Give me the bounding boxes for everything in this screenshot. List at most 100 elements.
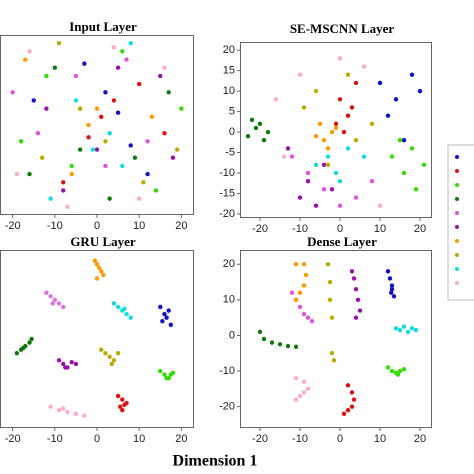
- point: [61, 188, 66, 193]
- x-tick-label: -20: [5, 433, 21, 445]
- point: [293, 262, 299, 267]
- point: [325, 146, 331, 151]
- x-tick-label: 20: [414, 223, 426, 235]
- point: [377, 80, 383, 86]
- point: [52, 297, 58, 303]
- point: [158, 304, 163, 310]
- point: [297, 393, 303, 399]
- x-tick-label: -10: [47, 433, 63, 445]
- y-tick-label: -20: [219, 208, 235, 220]
- point: [301, 379, 307, 384]
- y-tick-label: 10: [223, 294, 235, 306]
- point: [94, 147, 100, 152]
- point: [303, 272, 309, 278]
- y-tick-label: 0: [229, 126, 235, 138]
- legend-marker: [455, 267, 459, 271]
- point: [389, 286, 395, 292]
- point: [325, 162, 331, 167]
- point: [44, 290, 49, 295]
- point: [166, 90, 171, 95]
- point: [253, 125, 259, 131]
- point: [301, 105, 307, 110]
- point: [103, 139, 108, 144]
- point: [321, 187, 327, 192]
- legend-marker: [455, 155, 459, 159]
- point: [61, 180, 66, 185]
- point: [10, 90, 15, 95]
- point: [158, 368, 163, 374]
- point: [325, 154, 331, 159]
- point: [23, 57, 28, 62]
- point: [99, 347, 104, 352]
- point: [29, 336, 34, 342]
- point: [94, 106, 100, 111]
- point: [120, 163, 125, 169]
- point: [397, 327, 403, 333]
- point: [31, 98, 36, 103]
- point: [61, 361, 66, 367]
- point: [61, 304, 66, 310]
- point: [393, 326, 399, 331]
- point: [329, 129, 335, 135]
- legend-marker: [455, 197, 459, 201]
- point: [103, 163, 108, 169]
- point: [377, 203, 383, 208]
- point: [141, 180, 146, 185]
- point: [120, 397, 125, 402]
- point: [128, 315, 133, 320]
- point: [14, 171, 20, 177]
- point: [301, 283, 307, 288]
- points: [257, 262, 419, 416]
- point: [341, 129, 347, 135]
- point: [65, 409, 70, 415]
- point: [281, 154, 287, 159]
- point: [345, 408, 351, 413]
- point: [69, 171, 74, 177]
- point: [353, 286, 359, 292]
- point: [128, 143, 133, 148]
- point: [48, 294, 53, 299]
- point: [333, 170, 339, 176]
- point: [56, 40, 62, 46]
- point: [353, 138, 359, 143]
- point: [136, 81, 142, 87]
- point: [337, 203, 343, 208]
- x-tick-label: 0: [337, 433, 343, 445]
- point: [289, 154, 295, 159]
- point: [245, 133, 251, 139]
- point: [73, 73, 79, 79]
- point: [94, 262, 100, 267]
- y-tick-label: 5: [229, 105, 235, 117]
- x-tick-label: -20: [252, 433, 268, 445]
- point: [405, 329, 411, 335]
- legend-marker: [455, 183, 459, 187]
- point: [337, 56, 343, 61]
- x-tick-label: -10: [292, 223, 308, 235]
- point: [285, 343, 291, 349]
- point: [132, 155, 138, 160]
- point: [111, 358, 117, 363]
- point: [385, 113, 391, 118]
- point: [353, 315, 359, 320]
- point: [261, 336, 267, 342]
- y-tick-label: -10: [219, 167, 235, 179]
- points: [245, 56, 427, 208]
- plot-frame: [0, 250, 194, 428]
- plot-frame: [0, 35, 194, 215]
- point: [107, 130, 112, 136]
- point: [297, 195, 303, 200]
- point: [345, 383, 351, 388]
- point: [385, 269, 391, 274]
- point: [109, 361, 114, 367]
- point: [345, 72, 351, 77]
- point: [168, 322, 174, 327]
- point: [18, 139, 24, 144]
- point: [389, 368, 395, 374]
- y-tick-label: 20: [223, 258, 235, 270]
- point: [293, 375, 299, 381]
- point: [265, 129, 271, 135]
- panel-title: GRU Layer: [70, 234, 136, 249]
- x-tick-label: 0: [94, 220, 100, 232]
- point: [349, 105, 355, 110]
- legend-marker: [455, 253, 459, 257]
